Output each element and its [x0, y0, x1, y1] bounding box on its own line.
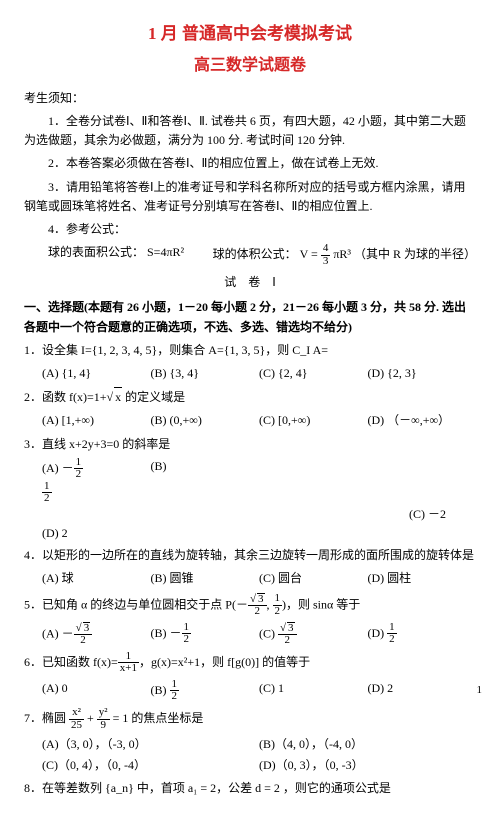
- question-6: 6．已知函数 f(x)=1x+1，g(x)=x²+1，则 f[g(0)] 的值等…: [24, 651, 476, 675]
- question-1: 1．设全集 I={1, 2, 3, 4, 5}，则集合 A={1, 3, 5}，…: [24, 341, 476, 360]
- q3-opt-b-frac: 12: [42, 481, 476, 505]
- notice-3: 3．请用铅笔将答卷Ⅰ上的准考证号和学科名称所对应的括号或方框内涂黑，请用钢笔或圆…: [24, 178, 476, 216]
- q2-opt-b: (B) (0,+∞): [151, 411, 260, 430]
- notice-header: 考生须知：: [24, 89, 476, 108]
- q2-opt-a: (A) [1,+∞): [42, 411, 151, 430]
- q4-opt-c: (C) 圆台: [259, 569, 368, 588]
- question-3-options: (A) －12 (B) 12 (C) －2 (D) 2: [42, 457, 476, 544]
- q4-opt-d: (D) 圆柱: [368, 569, 477, 588]
- question-6-options: (A) 0 (B) 12 (C) 1 (D) 2: [42, 678, 476, 704]
- section-1-heading: 一、选择题(本题有 26 小题，1－20 每小题 2 分，21－26 每小题 3…: [24, 298, 476, 336]
- formula-surface: 球的表面积公式： S=4πR²: [48, 243, 184, 267]
- q3-opt-d: (D) 2: [42, 524, 476, 543]
- formula-row: 球的表面积公式： S=4πR² 球的体积公式： V = 43 πR³ （其中 R…: [48, 243, 476, 267]
- q1-opt-b: (B) {3, 4}: [151, 364, 260, 383]
- q2-opt-c: (C) [0,+∞): [259, 411, 368, 430]
- q6-opt-d: (D) 2: [368, 679, 477, 703]
- question-3: 3．直线 x+2y+3=0 的斜率是: [24, 435, 476, 454]
- notice-2: 2．本卷答案必须做在答卷Ⅰ、Ⅱ的相应位置上，做在试卷上无效.: [24, 154, 476, 173]
- exam-title-line1: 1 月 普通高中会考模拟考试: [24, 20, 476, 47]
- page-number: 1: [477, 682, 483, 700]
- q3-opt-c: (C) －2: [42, 505, 476, 524]
- q7-opt-a: (A)（3, 0），（-3, 0）: [42, 735, 259, 754]
- q7-opt-c: (C)（0, 4），（0, -4）: [42, 756, 259, 775]
- q6-opt-c: (C) 1: [259, 679, 368, 703]
- question-2: 2．函数 f(x)=1+√x 的定义域是: [24, 387, 476, 407]
- q5-opt-a: (A) －√32: [42, 622, 151, 647]
- question-2-options: (A) [1,+∞) (B) (0,+∞) (C) [0,+∞) (D) （－∞…: [42, 410, 476, 431]
- q3-opt-a: (A) －12: [42, 457, 151, 481]
- formula-volume: 球的体积公式： V = 43 πR³ （其中 R 为球的半径）: [213, 243, 476, 267]
- question-7-options: (A)（3, 0），（-3, 0） (B)（4, 0），（-4, 0） (C)（…: [42, 734, 476, 776]
- q1-opt-c: (C) {2, 4}: [259, 364, 368, 383]
- notice-1: 1．全卷分试卷Ⅰ、Ⅱ和答卷Ⅰ、Ⅱ. 试卷共 6 页，有四大题，42 小题，其中第…: [24, 112, 476, 150]
- question-4: 4．以矩形的一边所在的直线为旋转轴，其余三边旋转一周形成的面所围成的旋转体是: [24, 546, 476, 565]
- question-8: 8．在等差数列 {a_n} 中，首项 a₁ = 2，公差 d = 2 ，则它的通…: [24, 779, 476, 798]
- q4-opt-b: (B) 圆锥: [151, 569, 260, 588]
- q7-opt-b: (B)（4, 0），（-4, 0）: [259, 735, 476, 754]
- q7-opt-d: (D)（0, 3），（0, -3）: [259, 756, 476, 775]
- q5-opt-d: (D) 12: [368, 622, 477, 647]
- question-5: 5．已知角 α 的终边与单位圆相交于点 P(－√32, 12)，则 sinα 等…: [24, 593, 476, 618]
- q3-opt-b: (B): [151, 457, 477, 481]
- q6-opt-a: (A) 0: [42, 679, 151, 703]
- question-1-options: (A) {1, 4} (B) {3, 4} (C) {2, 4} (D) {2,…: [42, 363, 476, 384]
- q1-opt-d: (D) {2, 3}: [368, 364, 477, 383]
- question-4-options: (A) 球 (B) 圆锥 (C) 圆台 (D) 圆柱: [42, 568, 476, 589]
- paper-label: 试 卷 Ⅰ: [24, 273, 476, 292]
- q4-opt-a: (A) 球: [42, 569, 151, 588]
- q2-opt-d: (D) （－∞,+∞）: [368, 411, 477, 430]
- question-7: 7．椭圆 x²25 + y²9 = 1 的焦点坐标是: [24, 707, 476, 731]
- question-5-options: (A) －√32 (B) －12 (C) √32 (D) 12: [42, 621, 476, 648]
- q5-opt-c: (C) √32: [259, 622, 368, 647]
- q1-opt-a: (A) {1, 4}: [42, 364, 151, 383]
- q5-opt-b: (B) －12: [151, 622, 260, 647]
- notice-4: 4．参考公式：: [24, 220, 476, 239]
- q6-opt-b: (B) 12: [151, 679, 260, 703]
- exam-title-line2: 高三数学试题卷: [24, 53, 476, 79]
